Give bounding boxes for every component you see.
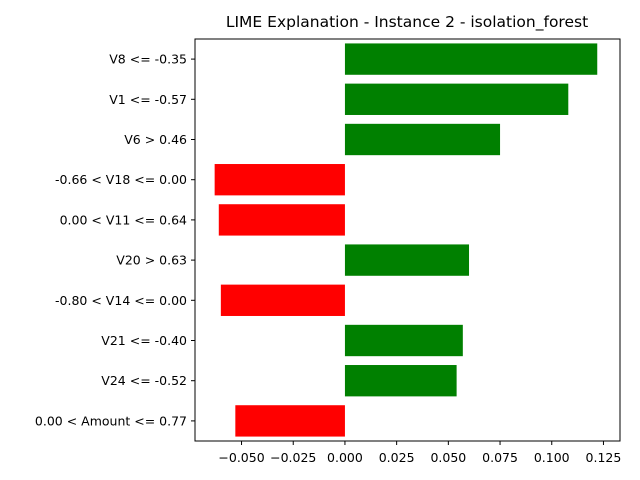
bar-4: [218, 204, 345, 236]
bar-7: [344, 324, 463, 357]
bars-group: [214, 43, 598, 437]
bar-8: [344, 365, 457, 397]
bar-3: [214, 164, 345, 196]
bar-6: [220, 284, 345, 316]
y-tick-label-6: -0.80 < V14 <= 0.00: [55, 293, 187, 308]
y-tick-label-0: V8 <= -0.35: [109, 52, 187, 67]
bar-9: [235, 405, 345, 437]
x-tick-label-1: −0.025: [270, 450, 316, 465]
bar-2: [344, 123, 501, 156]
y-tick-label-9: 0.00 < Amount <= 0.77: [35, 413, 187, 428]
y-tick-label-2: V6 > 0.46: [124, 132, 187, 147]
y-tick-label-8: V24 <= -0.52: [101, 373, 187, 388]
bar-5: [344, 244, 470, 276]
y-tick-label-1: V1 <= -0.57: [109, 92, 187, 107]
x-tick-label-3: 0.025: [379, 450, 415, 465]
bar-0: [344, 43, 598, 75]
y-tick-label-5: V20 > 0.63: [116, 253, 187, 268]
y-tick-label-7: V21 <= -0.40: [101, 333, 187, 348]
chart-title: LIME Explanation - Instance 2 - isolatio…: [226, 13, 588, 32]
x-tick-label-4: 0.050: [430, 450, 466, 465]
x-axis: −0.050 −0.025 0.000 0.025 0.050 0.075 0.100 0.1…: [218, 441, 621, 465]
x-tick-label-6: 0.100: [534, 450, 570, 465]
x-tick-label-0: −0.050: [218, 450, 264, 465]
y-tick-label-3: -0.66 < V18 <= 0.00: [55, 172, 187, 187]
y-axis: V8 <= -0.35 V1 <= -0.57 V6 > 0.46 -0.66 < V…: [35, 52, 195, 428]
bar-1: [344, 83, 569, 115]
x-tick-label-2: 0.000: [327, 450, 363, 465]
y-tick-label-4: 0.00 < V11 <= 0.64: [60, 212, 187, 227]
x-tick-label-5: 0.075: [482, 450, 518, 465]
plot-frame: [194, 38, 621, 442]
x-tick-label-7: 0.125: [586, 450, 622, 465]
